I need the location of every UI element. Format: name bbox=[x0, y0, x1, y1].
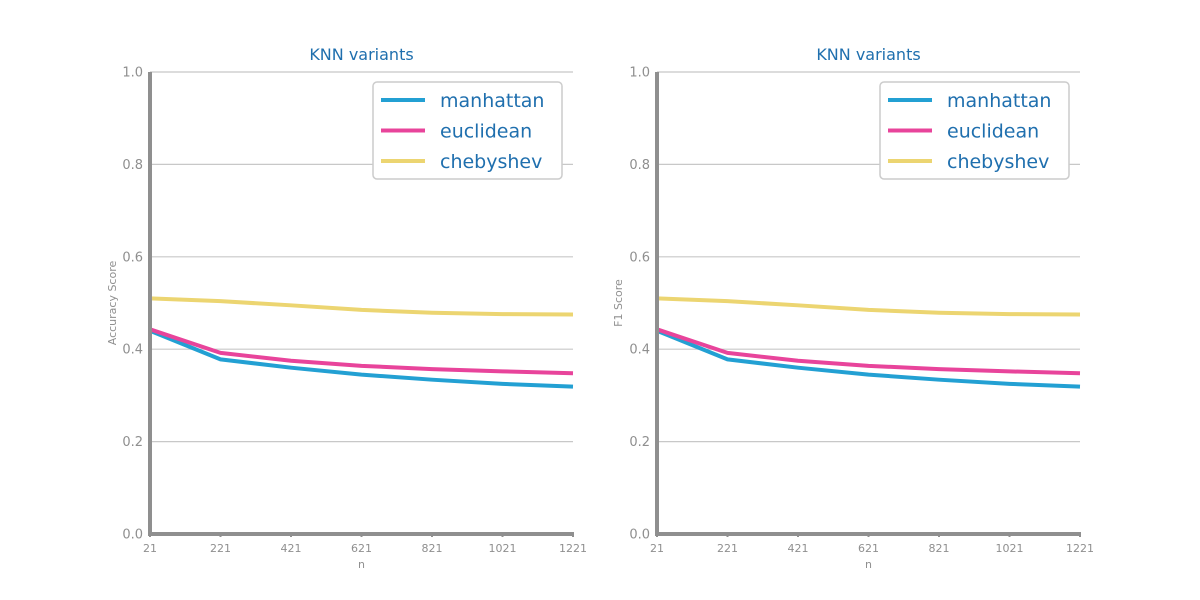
x-tick-label: 1021 bbox=[489, 542, 517, 555]
legend-entry-chebyshev: chebyshev bbox=[440, 151, 542, 173]
y-tick-label: 1.0 bbox=[629, 66, 650, 81]
y-tick-label: 0.6 bbox=[122, 250, 143, 265]
series-line-manhattan bbox=[149, 328, 574, 389]
x-tick-label: 421 bbox=[281, 542, 302, 555]
legend-entry-manhattan: manhattan bbox=[440, 90, 544, 112]
chart-title: KNN variants bbox=[816, 45, 920, 64]
legend-box bbox=[372, 81, 563, 180]
x-tick-label: 421 bbox=[788, 542, 809, 555]
y-tick-label: 0.6 bbox=[629, 250, 650, 265]
y-tick-label: 0.8 bbox=[122, 158, 143, 173]
y-tick-label: 0.4 bbox=[122, 343, 143, 358]
x-tick-label: 221 bbox=[717, 542, 738, 555]
legend-entry-manhattan: manhattan bbox=[947, 90, 1051, 112]
x-tick-label: 821 bbox=[422, 542, 443, 555]
x-tick-label: 821 bbox=[929, 542, 950, 555]
x-tick-label: 221 bbox=[210, 542, 231, 555]
y-tick-label: 0.2 bbox=[629, 435, 650, 450]
legend-entry-chebyshev: chebyshev bbox=[947, 151, 1049, 173]
x-tick-label: 621 bbox=[351, 542, 372, 555]
y-tick-label: 1.0 bbox=[122, 66, 143, 81]
legend: manhattan euclidean chebyshev bbox=[879, 81, 1070, 180]
y-tick-label: 0.8 bbox=[629, 158, 650, 173]
x-tick-label: 21 bbox=[650, 542, 664, 555]
f1-chart: 0.0 0.2 0.4 0.6 0.8 1.0 21 221 421 621 821 1021 1221… bbox=[612, 45, 1094, 571]
y-tick-label: 0.4 bbox=[629, 343, 650, 358]
y-tick-label: 0.0 bbox=[122, 528, 143, 543]
x-tick-label: 1021 bbox=[996, 542, 1024, 555]
series-line-chebyshev bbox=[656, 296, 1081, 317]
series-line-chebyshev bbox=[149, 296, 574, 317]
y-tick-label: 0.2 bbox=[122, 435, 143, 450]
legend-entry-euclidean: euclidean bbox=[440, 121, 532, 143]
legend: manhattan euclidean chebyshev bbox=[372, 81, 563, 180]
x-tick-label: 621 bbox=[858, 542, 879, 555]
chart-title: KNN variants bbox=[309, 45, 413, 64]
legend-box bbox=[879, 81, 1070, 180]
legend-entry-euclidean: euclidean bbox=[947, 121, 1039, 143]
y-axis-label: F1 Score bbox=[612, 279, 625, 327]
x-tick-label: 1221 bbox=[559, 542, 587, 555]
series-line-euclidean bbox=[149, 327, 574, 376]
y-axis-label: Accuracy Score bbox=[106, 261, 119, 346]
y-tick-label: 0.0 bbox=[629, 528, 650, 543]
accuracy-chart: 0.0 0.2 0.4 0.6 0.8 1.0 21 221 421 621 821 1021 1221… bbox=[106, 45, 587, 571]
x-axis-label: n bbox=[358, 558, 365, 571]
x-axis-label: n bbox=[865, 558, 872, 571]
series-line-euclidean bbox=[656, 327, 1081, 376]
x-tick-label: 1221 bbox=[1066, 542, 1094, 555]
x-tick-label: 21 bbox=[143, 542, 157, 555]
series-line-manhattan bbox=[656, 328, 1081, 389]
